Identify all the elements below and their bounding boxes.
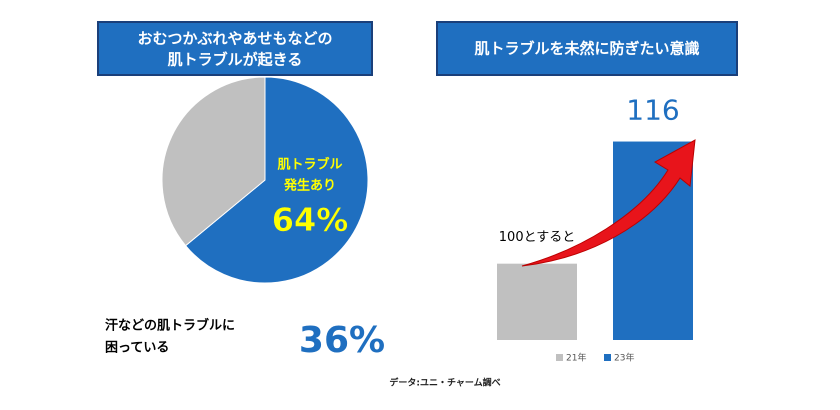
title-box bbox=[97, 21, 373, 76]
value-label: 116 bbox=[626, 94, 679, 127]
legend-label: 21年 bbox=[566, 352, 586, 364]
annotation: 困っている bbox=[105, 341, 169, 356]
legend-swatch bbox=[604, 354, 611, 361]
bar-chart: 100とすると 21年 116 23年 bbox=[497, 94, 693, 364]
title-box bbox=[436, 21, 738, 76]
chart-title: 肌トラブルが起きる bbox=[168, 51, 303, 69]
pie-slice bbox=[184, 76, 369, 284]
value-label: 100とすると bbox=[499, 230, 575, 245]
legend-swatch bbox=[556, 354, 563, 361]
value-label: 36% bbox=[299, 320, 385, 361]
annotation: 汗などの肌トラブルに bbox=[105, 318, 235, 334]
source-note: データ:ユニ・チャーム調べ bbox=[389, 377, 500, 389]
pie-slice bbox=[161, 76, 266, 247]
bar bbox=[497, 263, 577, 340]
slice-label: 発生あり bbox=[283, 178, 336, 194]
chart-title: おむつかぶれやあせもなどの bbox=[137, 30, 332, 48]
chart-title: 肌トラブルを未然に防ぎたい意識 bbox=[474, 40, 699, 58]
slice-label: 肌トラブル bbox=[277, 157, 342, 173]
legend-label: 23年 bbox=[614, 352, 634, 364]
value-label: 64% bbox=[272, 201, 349, 239]
growth-arrow bbox=[521, 139, 696, 267]
